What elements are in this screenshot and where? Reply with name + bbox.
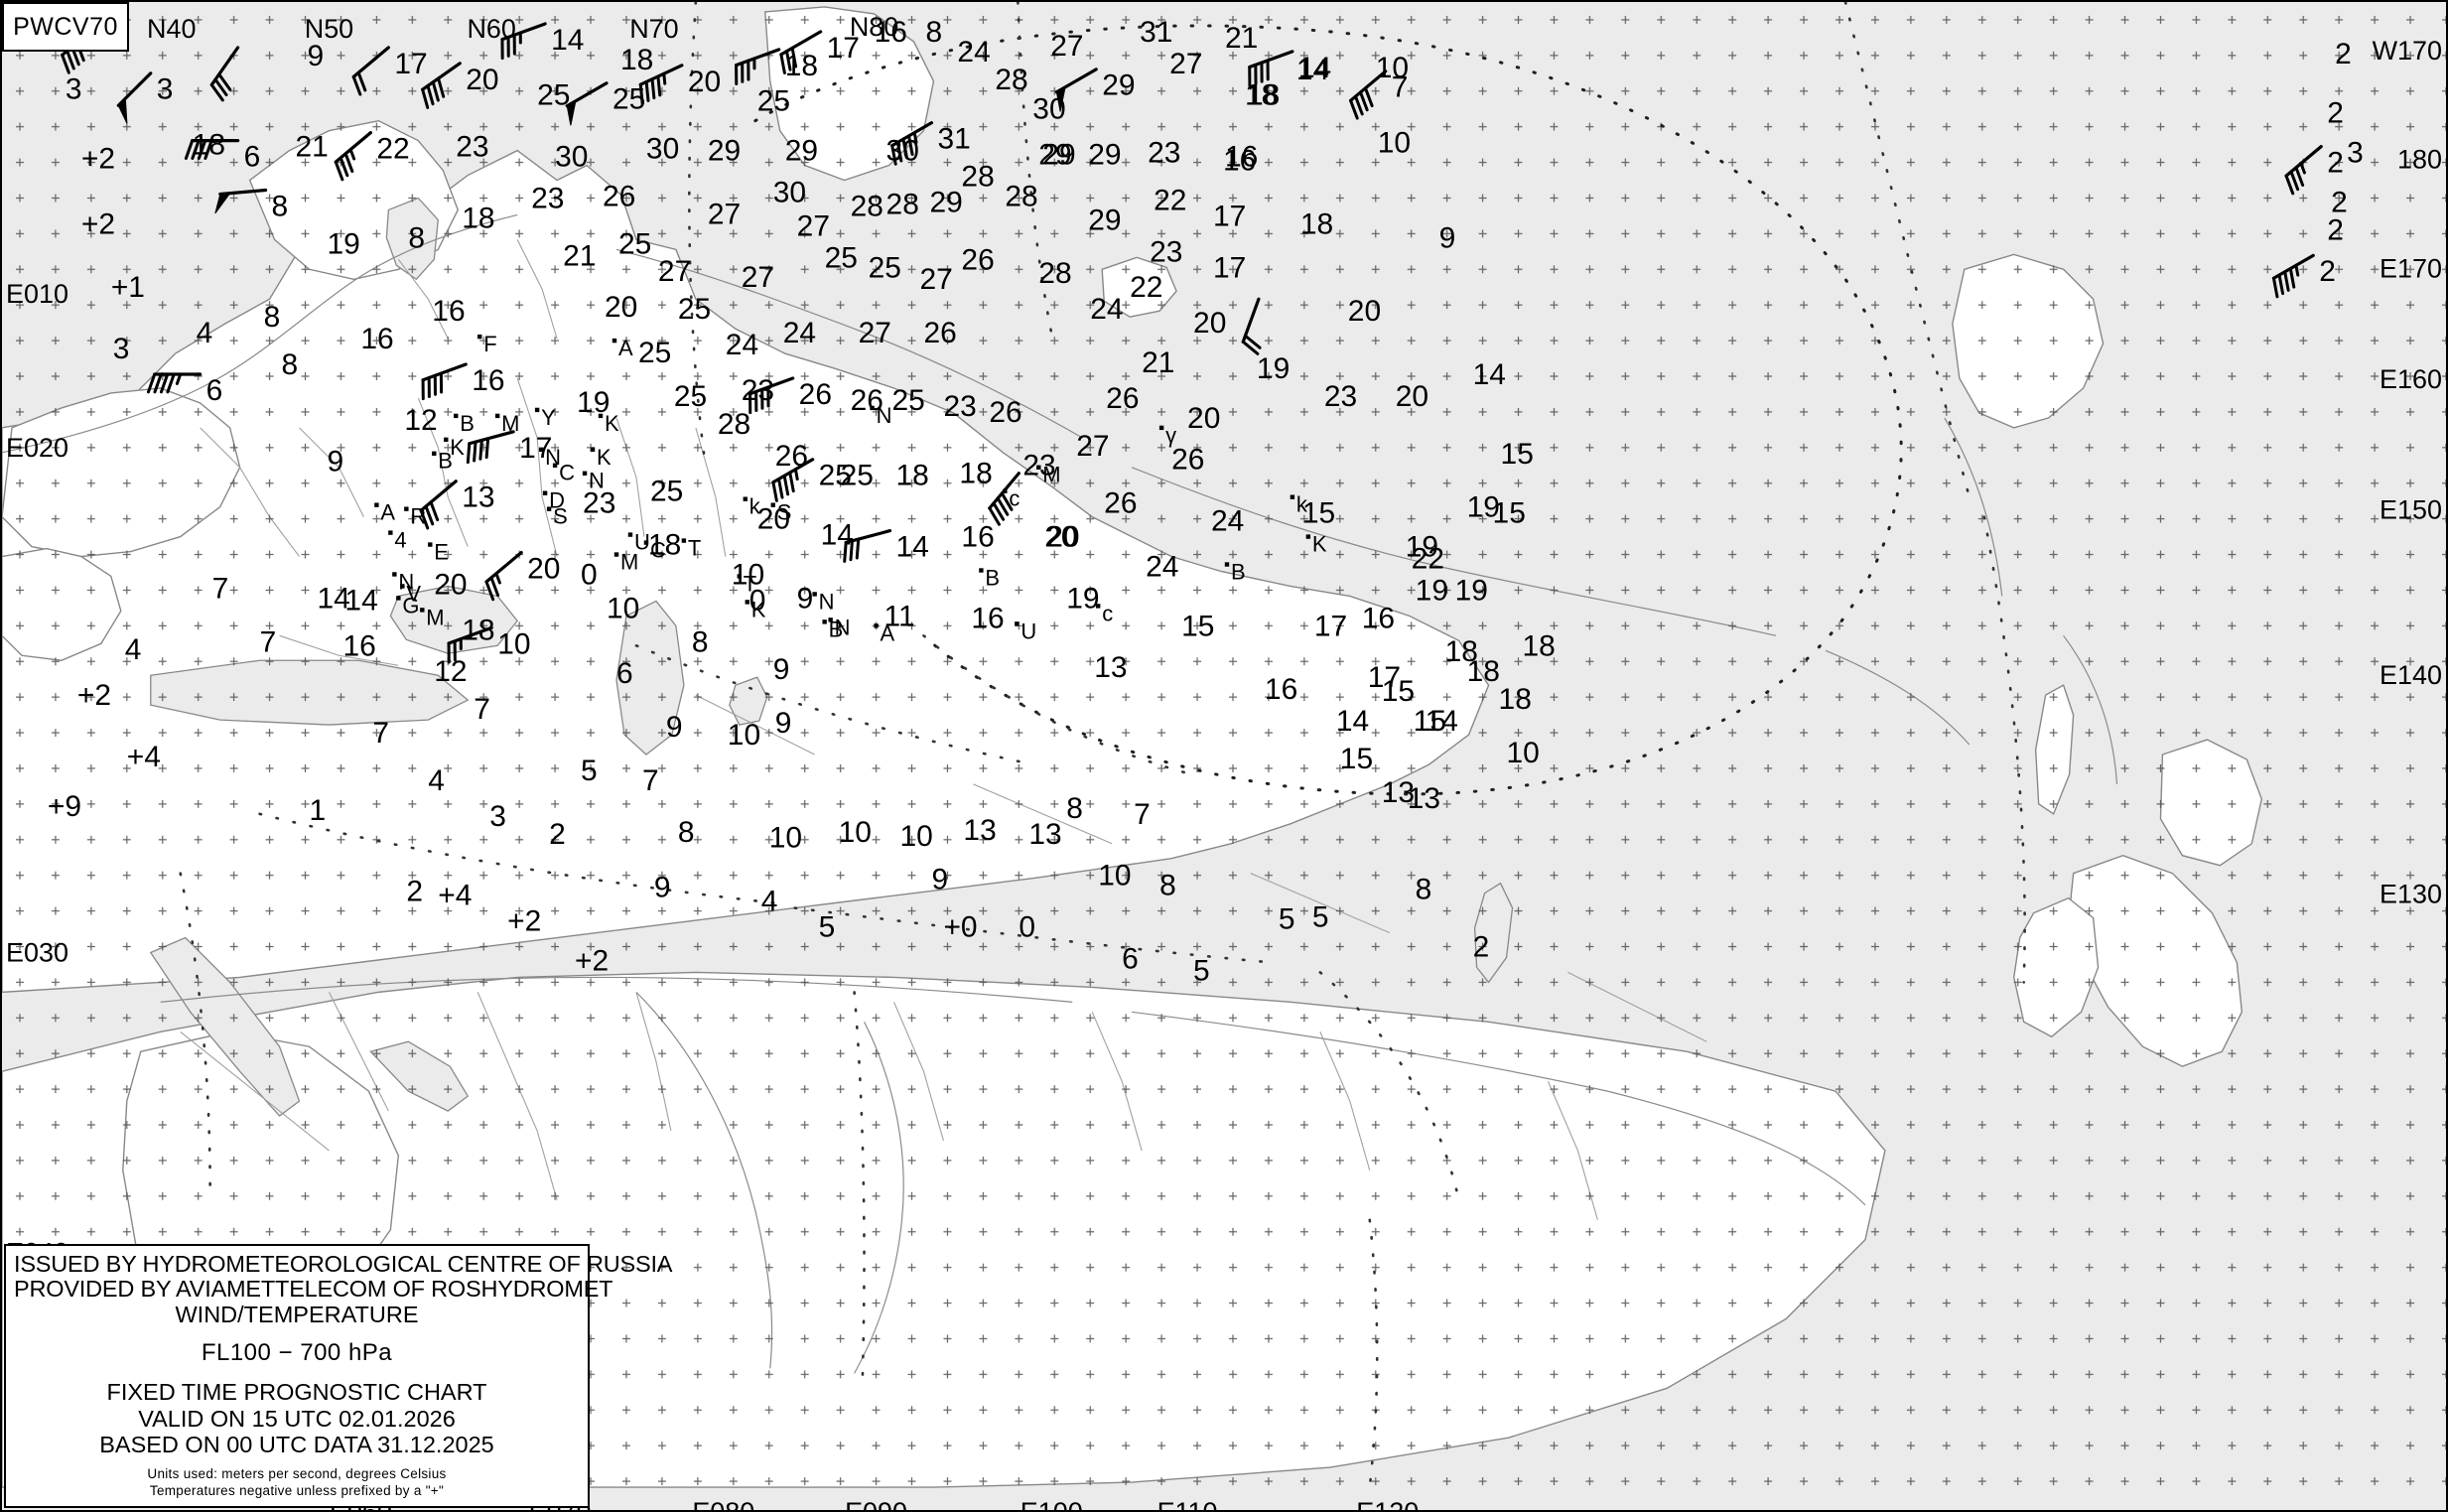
legend-chart-type: FIXED TIME PROGNOSTIC CHART	[106, 1379, 487, 1406]
legend-flight-level: FL100 − 700 hPa	[201, 1339, 393, 1367]
legend-provider-line: PROVIDED BY AVIAMETTELECOM OF ROSHYDROME…	[14, 1275, 613, 1302]
meridian-arcs	[179, 2, 2026, 1489]
chart-id-box: PWCV70	[2, 2, 129, 52]
legend-box: ISSUED BY HYDROMETEOROLOGICAL CENTRE OF …	[4, 1243, 673, 1508]
legend-product-line: WIND/TEMPERATURE	[175, 1302, 419, 1327]
legend-valid-time: VALID ON 15 UTC 02.01.2026	[138, 1405, 456, 1432]
legend-issuer-line: ISSUED BY HYDROMETEOROLOGICAL CENTRE OF …	[14, 1250, 673, 1277]
legend-units-line-2: Temperatures negative unless prefixed by…	[149, 1483, 445, 1499]
chart-id-label: PWCV70	[13, 12, 118, 41]
legend-units-line-1: Units used: meters per second, degrees C…	[147, 1466, 447, 1482]
legend-base-data: BASED ON 00 UTC DATA 31.12.2025	[99, 1431, 494, 1457]
